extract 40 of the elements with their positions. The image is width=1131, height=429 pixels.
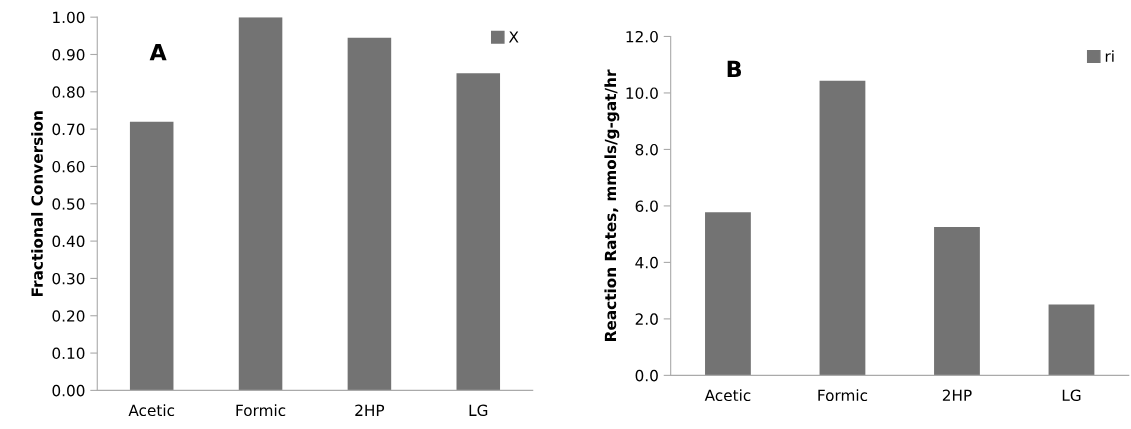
y-tick-label: 0.70 <box>52 123 85 136</box>
y-axis-title: Fractional Conversion <box>31 111 43 297</box>
y-tick-label: 0.90 <box>52 48 85 61</box>
bar <box>705 212 751 376</box>
y-tick-label: 0.10 <box>52 347 85 360</box>
x-tick-label: LG <box>1062 389 1081 402</box>
y-tick-label: 6.0 <box>635 200 658 212</box>
bar <box>1048 304 1095 376</box>
annotation: A <box>149 43 167 61</box>
x-tick-label: 2HP <box>942 389 972 401</box>
y-tick-label: 0.80 <box>52 86 85 98</box>
y-tick-label: 12.0 <box>626 30 658 43</box>
bar <box>934 227 980 376</box>
y-tick-label: 0.50 <box>52 198 85 210</box>
y-tick-label: 0.20 <box>52 310 85 322</box>
y-tick-label: 0.00 <box>52 384 85 397</box>
bar <box>129 121 174 391</box>
y-tick-label: 10.0 <box>626 87 658 99</box>
y-tick-label: 0.60 <box>52 160 85 173</box>
x-tick-label: 2HP <box>355 404 385 416</box>
y-tick-label: 1.00 <box>53 11 85 24</box>
bar <box>456 73 501 391</box>
x-tick-label: Acetic <box>704 389 751 402</box>
x-tick-label: LG <box>469 404 488 417</box>
y-tick-label: 0.30 <box>52 272 85 285</box>
y-tick-label: 2.0 <box>635 313 658 325</box>
legend-label: X <box>508 31 519 43</box>
annotation: B <box>727 60 742 78</box>
bar <box>819 80 866 376</box>
x-tick-label: Formic <box>236 404 286 417</box>
bar <box>238 17 283 391</box>
y-axis-title: Reaction Rates, mmols/g-gat/hr <box>604 69 620 341</box>
y-tick-label: 0.40 <box>52 235 85 248</box>
y-tick-label: 4.0 <box>635 256 658 269</box>
y-tick-label: 8.0 <box>635 143 658 156</box>
legend-label: ri <box>1105 50 1114 62</box>
bar <box>347 37 392 391</box>
y-tick-label: 0.0 <box>635 369 658 382</box>
x-tick-label: Acetic <box>128 404 175 417</box>
x-tick-label: Formic <box>818 389 868 402</box>
